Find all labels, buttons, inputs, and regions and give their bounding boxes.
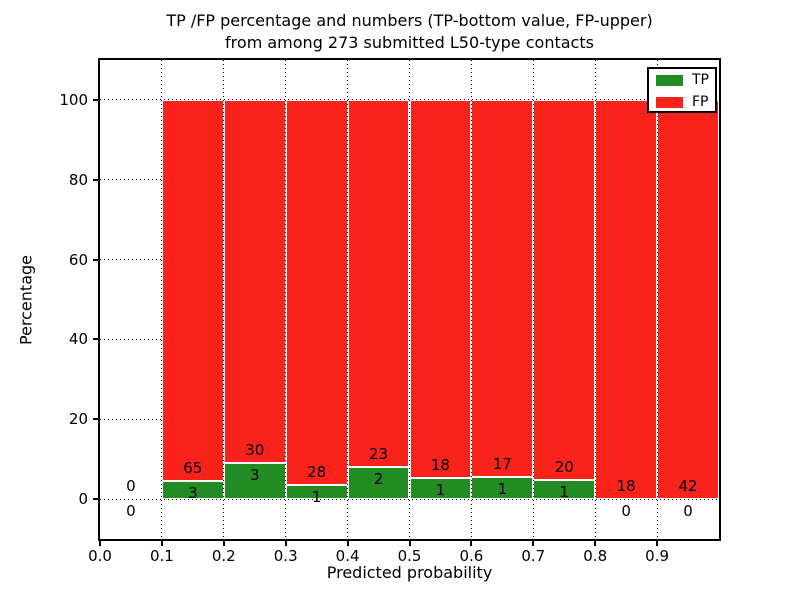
tp-count-label: 0 bbox=[126, 502, 136, 521]
fp-count-label: 0 bbox=[126, 476, 136, 495]
grid-line-vertical bbox=[656, 60, 658, 539]
y-tick-label: 0 bbox=[78, 490, 88, 509]
tp-count-label: 0 bbox=[683, 502, 693, 521]
bar-fp-segment bbox=[471, 99, 534, 477]
bar-fp-segment bbox=[595, 99, 658, 500]
bar-tp-segment bbox=[347, 467, 410, 500]
tp-count-label: 3 bbox=[188, 484, 198, 503]
tp-legend-swatch-icon bbox=[656, 75, 683, 86]
legend-label-tp: TP bbox=[692, 72, 709, 88]
grid-line-vertical bbox=[594, 60, 596, 539]
tp-count-label: 1 bbox=[559, 483, 570, 502]
x-tick bbox=[532, 539, 535, 546]
bar-fp-segment bbox=[657, 99, 719, 500]
x-tick-label: 0.8 bbox=[583, 547, 608, 565]
bar-fp-segment bbox=[161, 99, 224, 482]
x-tick bbox=[470, 539, 473, 546]
grid-line-vertical bbox=[470, 60, 472, 539]
x-axis-label: Predicted probability bbox=[326, 563, 493, 582]
x-tick-label: 0.1 bbox=[149, 547, 174, 565]
x-tick bbox=[346, 539, 349, 546]
x-tick-label: 0.0 bbox=[88, 547, 112, 565]
x-tick-label: 0.9 bbox=[645, 547, 670, 565]
x-tick bbox=[99, 539, 101, 546]
y-tick bbox=[93, 258, 100, 261]
x-tick-label: 0.5 bbox=[397, 547, 422, 565]
grid-line-vertical bbox=[532, 60, 534, 539]
y-tick bbox=[93, 338, 100, 341]
y-tick bbox=[93, 178, 100, 181]
x-tick-label: 0.2 bbox=[211, 547, 236, 565]
bar-fp-segment bbox=[223, 99, 286, 463]
chart-title-line2: from among 273 submitted L50-type contac… bbox=[225, 33, 594, 52]
fp-count-label: 18 bbox=[430, 455, 450, 474]
tp-count-label: 3 bbox=[249, 465, 260, 484]
fp-count-label: 20 bbox=[554, 457, 574, 476]
x-tick bbox=[656, 539, 659, 546]
y-tick-label: 60 bbox=[68, 250, 88, 269]
x-tick-label: 0.4 bbox=[335, 547, 360, 565]
bar-fp-segment bbox=[285, 99, 348, 486]
y-tick-label: 100 bbox=[59, 90, 88, 109]
x-tick bbox=[408, 539, 411, 546]
y-tick bbox=[93, 98, 100, 101]
bar-fp-segment bbox=[409, 99, 472, 479]
tp-count-label: 1 bbox=[435, 481, 446, 500]
fp-count-label: 23 bbox=[369, 444, 389, 463]
legend-label-fp: FP bbox=[692, 94, 709, 110]
fp-count-label: 18 bbox=[616, 476, 636, 495]
chart-title-line1: TP /FP percentage and numbers (TP-bottom… bbox=[166, 11, 653, 30]
x-tick-label: 0.7 bbox=[521, 547, 546, 565]
x-tick bbox=[594, 539, 597, 546]
fp-count-label: 30 bbox=[245, 440, 265, 459]
y-tick-label: 20 bbox=[68, 410, 88, 429]
fp-count-label: 17 bbox=[492, 454, 512, 473]
x-tick bbox=[160, 539, 163, 546]
legend-item-fp: FP bbox=[656, 94, 716, 110]
chart-title: TP /FP percentage and numbers (TP-bottom… bbox=[100, 10, 719, 54]
fp-count-label: 42 bbox=[678, 476, 698, 495]
tp-count-label: 1 bbox=[311, 488, 322, 507]
bar-fp-segment bbox=[347, 99, 410, 468]
legend-item-tp: TP bbox=[656, 72, 716, 88]
y-tick bbox=[93, 418, 100, 421]
grid-line-vertical bbox=[223, 60, 225, 539]
x-tick bbox=[284, 539, 287, 546]
bar-fp-segment bbox=[533, 99, 596, 481]
fp-count-label: 28 bbox=[307, 463, 327, 482]
x-tick bbox=[222, 539, 225, 546]
grid-line-vertical bbox=[409, 60, 410, 539]
y-tick-label: 40 bbox=[68, 330, 88, 349]
legend: TP FP bbox=[647, 67, 717, 113]
tp-count-label: 1 bbox=[497, 479, 508, 498]
grid-line-vertical bbox=[161, 60, 163, 539]
fp-legend-swatch-icon bbox=[656, 97, 683, 108]
x-tick-label: 0.3 bbox=[273, 547, 298, 565]
x-tick-label: 0.6 bbox=[459, 547, 484, 565]
fp-count-label: 65 bbox=[183, 459, 203, 478]
y-tick-label: 80 bbox=[68, 170, 88, 189]
tp-count-label: 0 bbox=[621, 502, 631, 521]
y-tick bbox=[93, 498, 100, 501]
tp-count-label: 2 bbox=[373, 470, 384, 489]
grid-line-vertical bbox=[285, 60, 287, 539]
grid-line-vertical bbox=[347, 60, 349, 539]
